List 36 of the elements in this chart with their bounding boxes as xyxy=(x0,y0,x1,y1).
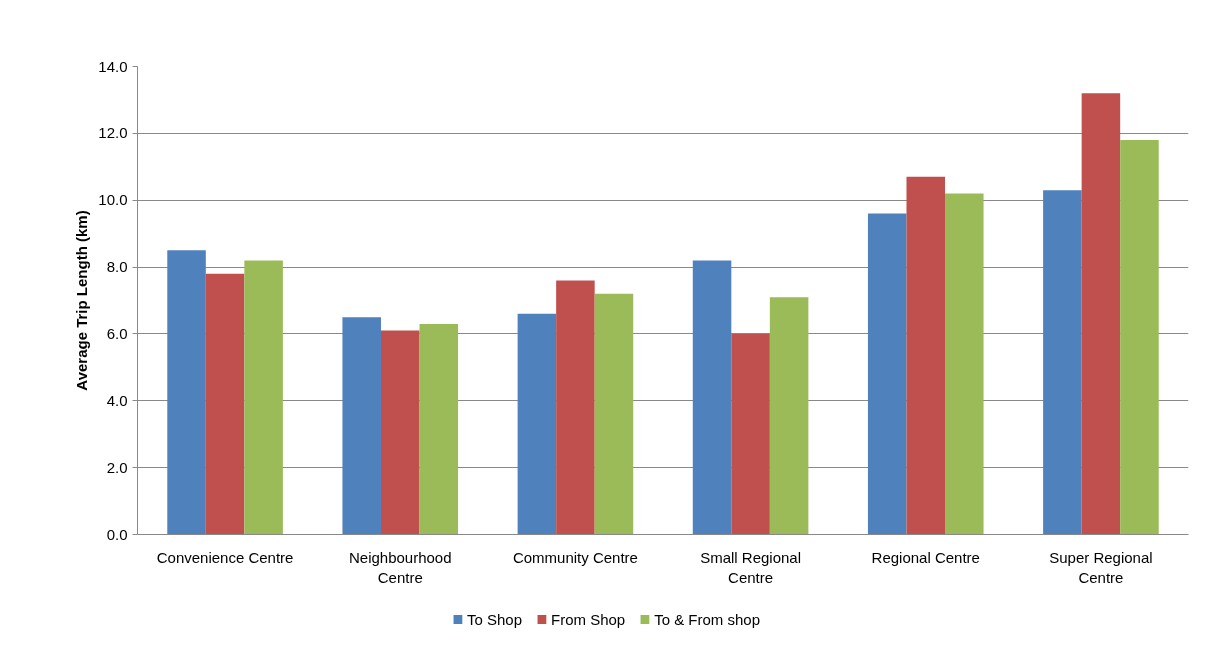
bar xyxy=(419,323,459,535)
bar xyxy=(945,193,984,535)
bar xyxy=(906,176,946,535)
y-tick-label: 8.0 xyxy=(106,258,128,276)
bar xyxy=(1043,190,1082,535)
x-tick-label: Convenience Centre xyxy=(156,548,294,566)
x-tick-label: Regional Centre xyxy=(871,548,980,566)
x-tick-label: Community Centre xyxy=(512,548,638,566)
y-tick-label: 2.0 xyxy=(106,458,128,476)
legend-label: From Shop xyxy=(550,610,626,628)
y-axis-title: Average Trip Length (km) xyxy=(73,210,91,391)
legend-label: To & From shop xyxy=(654,610,761,628)
bar xyxy=(1081,93,1121,535)
y-tick-label: 14.0 xyxy=(98,57,128,75)
bar xyxy=(1120,140,1159,535)
bar xyxy=(205,273,245,535)
x-tick-label: Super Regional Centre xyxy=(1049,548,1153,586)
bar xyxy=(556,280,595,535)
y-tick-label: 10.0 xyxy=(98,191,128,209)
bar xyxy=(342,317,381,535)
bar xyxy=(692,260,732,535)
bar xyxy=(380,330,420,535)
bar xyxy=(594,293,634,535)
y-tick-label: 6.0 xyxy=(106,324,128,342)
y-tick-label: 12.0 xyxy=(98,124,128,142)
bar xyxy=(244,260,283,535)
bar xyxy=(517,313,557,535)
bar xyxy=(769,297,809,535)
x-tick-label: Neighbourhood Centre xyxy=(348,548,452,586)
bar xyxy=(867,213,907,535)
bar xyxy=(167,250,206,535)
y-tick-label: 0.0 xyxy=(106,525,128,543)
x-tick-label: Small Regional Centre xyxy=(700,548,802,586)
y-tick-label: 4.0 xyxy=(106,391,128,409)
legend-label: To Shop xyxy=(466,610,522,628)
bar xyxy=(731,333,770,535)
